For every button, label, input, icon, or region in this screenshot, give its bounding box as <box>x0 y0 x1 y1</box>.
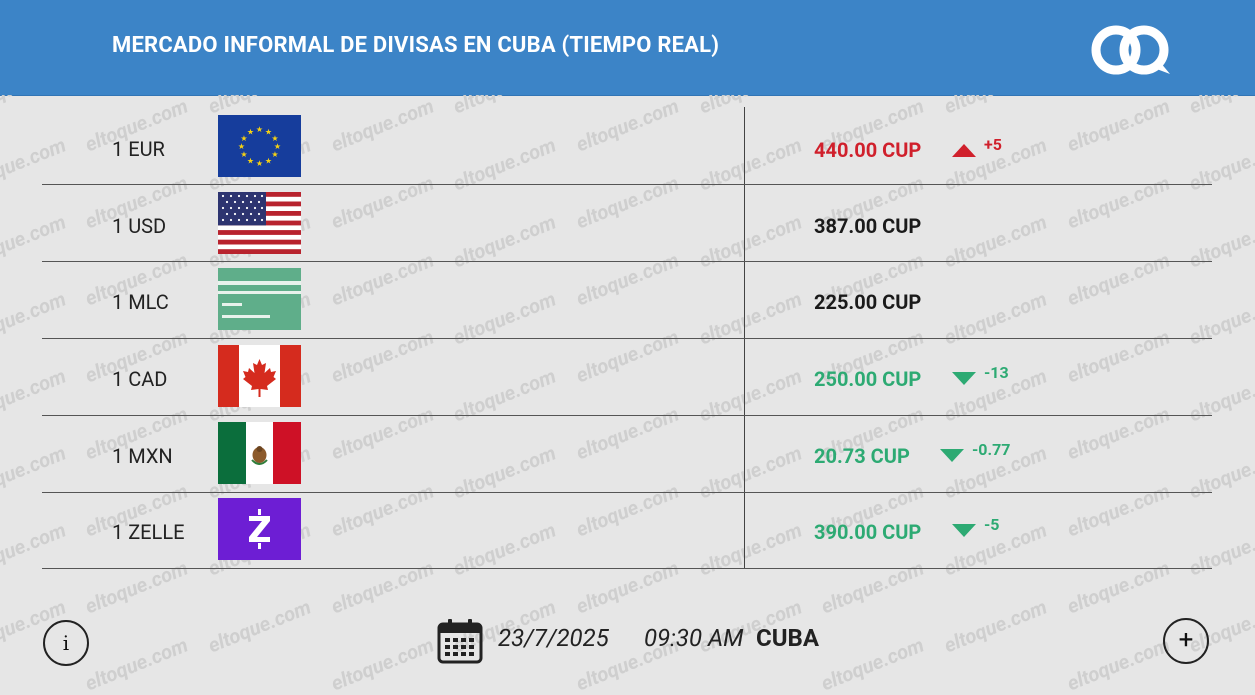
rate-value: 250.00 CUP <box>814 367 922 391</box>
table-row: 1 MLC 225.00 CUP <box>42 261 1212 339</box>
table-row: 1 CAD 250.00 CUP -13 <box>42 338 1212 416</box>
svg-text:★: ★ <box>271 150 278 159</box>
watermark-text: eltoque.com <box>817 632 928 695</box>
svg-text:★: ★ <box>238 142 245 151</box>
watermark-text: eltoque.com <box>1063 632 1174 695</box>
table-row: 1 MXN 20.73 CUP -0.77 <box>42 415 1212 493</box>
country-label: CUBA <box>756 624 819 652</box>
rate-delta: -5 <box>984 515 1000 534</box>
info-button[interactable]: i <box>43 620 89 666</box>
mexico-flag-icon <box>218 422 301 484</box>
svg-text:★: ★ <box>271 134 278 143</box>
currency-label: 1 USD <box>112 214 167 238</box>
us-flag-icon <box>218 192 301 254</box>
add-button[interactable]: + <box>1163 618 1209 664</box>
rate-value: 20.73 CUP <box>814 444 910 468</box>
watermark-text: eltoque.com <box>327 632 438 695</box>
table-row: 1 ZELLE 390.00 CUP -5 <box>42 492 1212 569</box>
trend-down-icon <box>952 372 976 385</box>
rates-table: 1 EUR ★ ★ ★ ★ ★ ★ ★ ★ ★ ★ ★ ★ 440.00 CUP +5 1 US… <box>42 107 1212 569</box>
calendar-icon <box>437 619 483 664</box>
svg-text:★: ★ <box>265 128 272 137</box>
currency-label: 1 MLC <box>112 290 169 314</box>
svg-text:★: ★ <box>247 157 254 166</box>
rate-delta: -13 <box>984 363 1009 382</box>
table-row: 1 EUR ★ ★ ★ ★ ★ ★ ★ ★ ★ ★ ★ ★ 440.00 CUP +5 <box>42 107 1212 185</box>
currency-label: 1 CAD <box>112 367 168 391</box>
rate-delta: +5 <box>984 135 1002 154</box>
watermark-text: eltoque.com <box>940 594 1051 658</box>
trend-down-icon <box>940 449 964 462</box>
svg-text:★: ★ <box>240 150 247 159</box>
mlc-card-icon <box>218 268 301 330</box>
rate-value: 225.00 CUP <box>814 290 922 314</box>
currency-label: 1 MXN <box>112 444 173 468</box>
rate-value: 387.00 CUP <box>814 214 922 238</box>
watermark-text: eltoque.com <box>81 632 192 695</box>
currency-label: 1 EUR <box>112 137 165 161</box>
svg-text:★: ★ <box>247 128 254 137</box>
header-bar: MERCADO INFORMAL DE DIVISAS EN CUBA (TIE… <box>0 0 1255 96</box>
zelle-logo-icon <box>218 498 301 560</box>
page-title: MERCADO INFORMAL DE DIVISAS EN CUBA (TIE… <box>112 33 720 58</box>
trend-down-icon <box>952 524 976 537</box>
svg-text:★: ★ <box>256 159 263 168</box>
svg-text:★: ★ <box>240 134 247 143</box>
currency-label: 1 ZELLE <box>112 520 185 544</box>
rate-delta: -0.77 <box>972 440 1011 459</box>
eltoque-logo-icon[interactable] <box>1090 22 1172 78</box>
svg-text:★: ★ <box>265 157 272 166</box>
trend-up-icon <box>952 144 976 157</box>
update-time: 09:30 AM <box>644 624 744 652</box>
rate-value: 390.00 CUP <box>814 520 922 544</box>
eu-flag-icon: ★ ★ ★ ★ ★ ★ ★ ★ ★ ★ ★ ★ <box>218 115 301 177</box>
column-divider <box>744 107 745 568</box>
watermark-text: eltoque.com <box>204 594 315 658</box>
svg-text:★: ★ <box>274 142 281 151</box>
update-date: 23/7/2025 <box>498 624 609 652</box>
canada-flag-icon <box>218 345 301 407</box>
svg-text:★: ★ <box>256 125 263 134</box>
rate-value: 440.00 CUP <box>814 138 922 162</box>
table-row: 1 USD 387.00 CUP <box>42 184 1212 262</box>
